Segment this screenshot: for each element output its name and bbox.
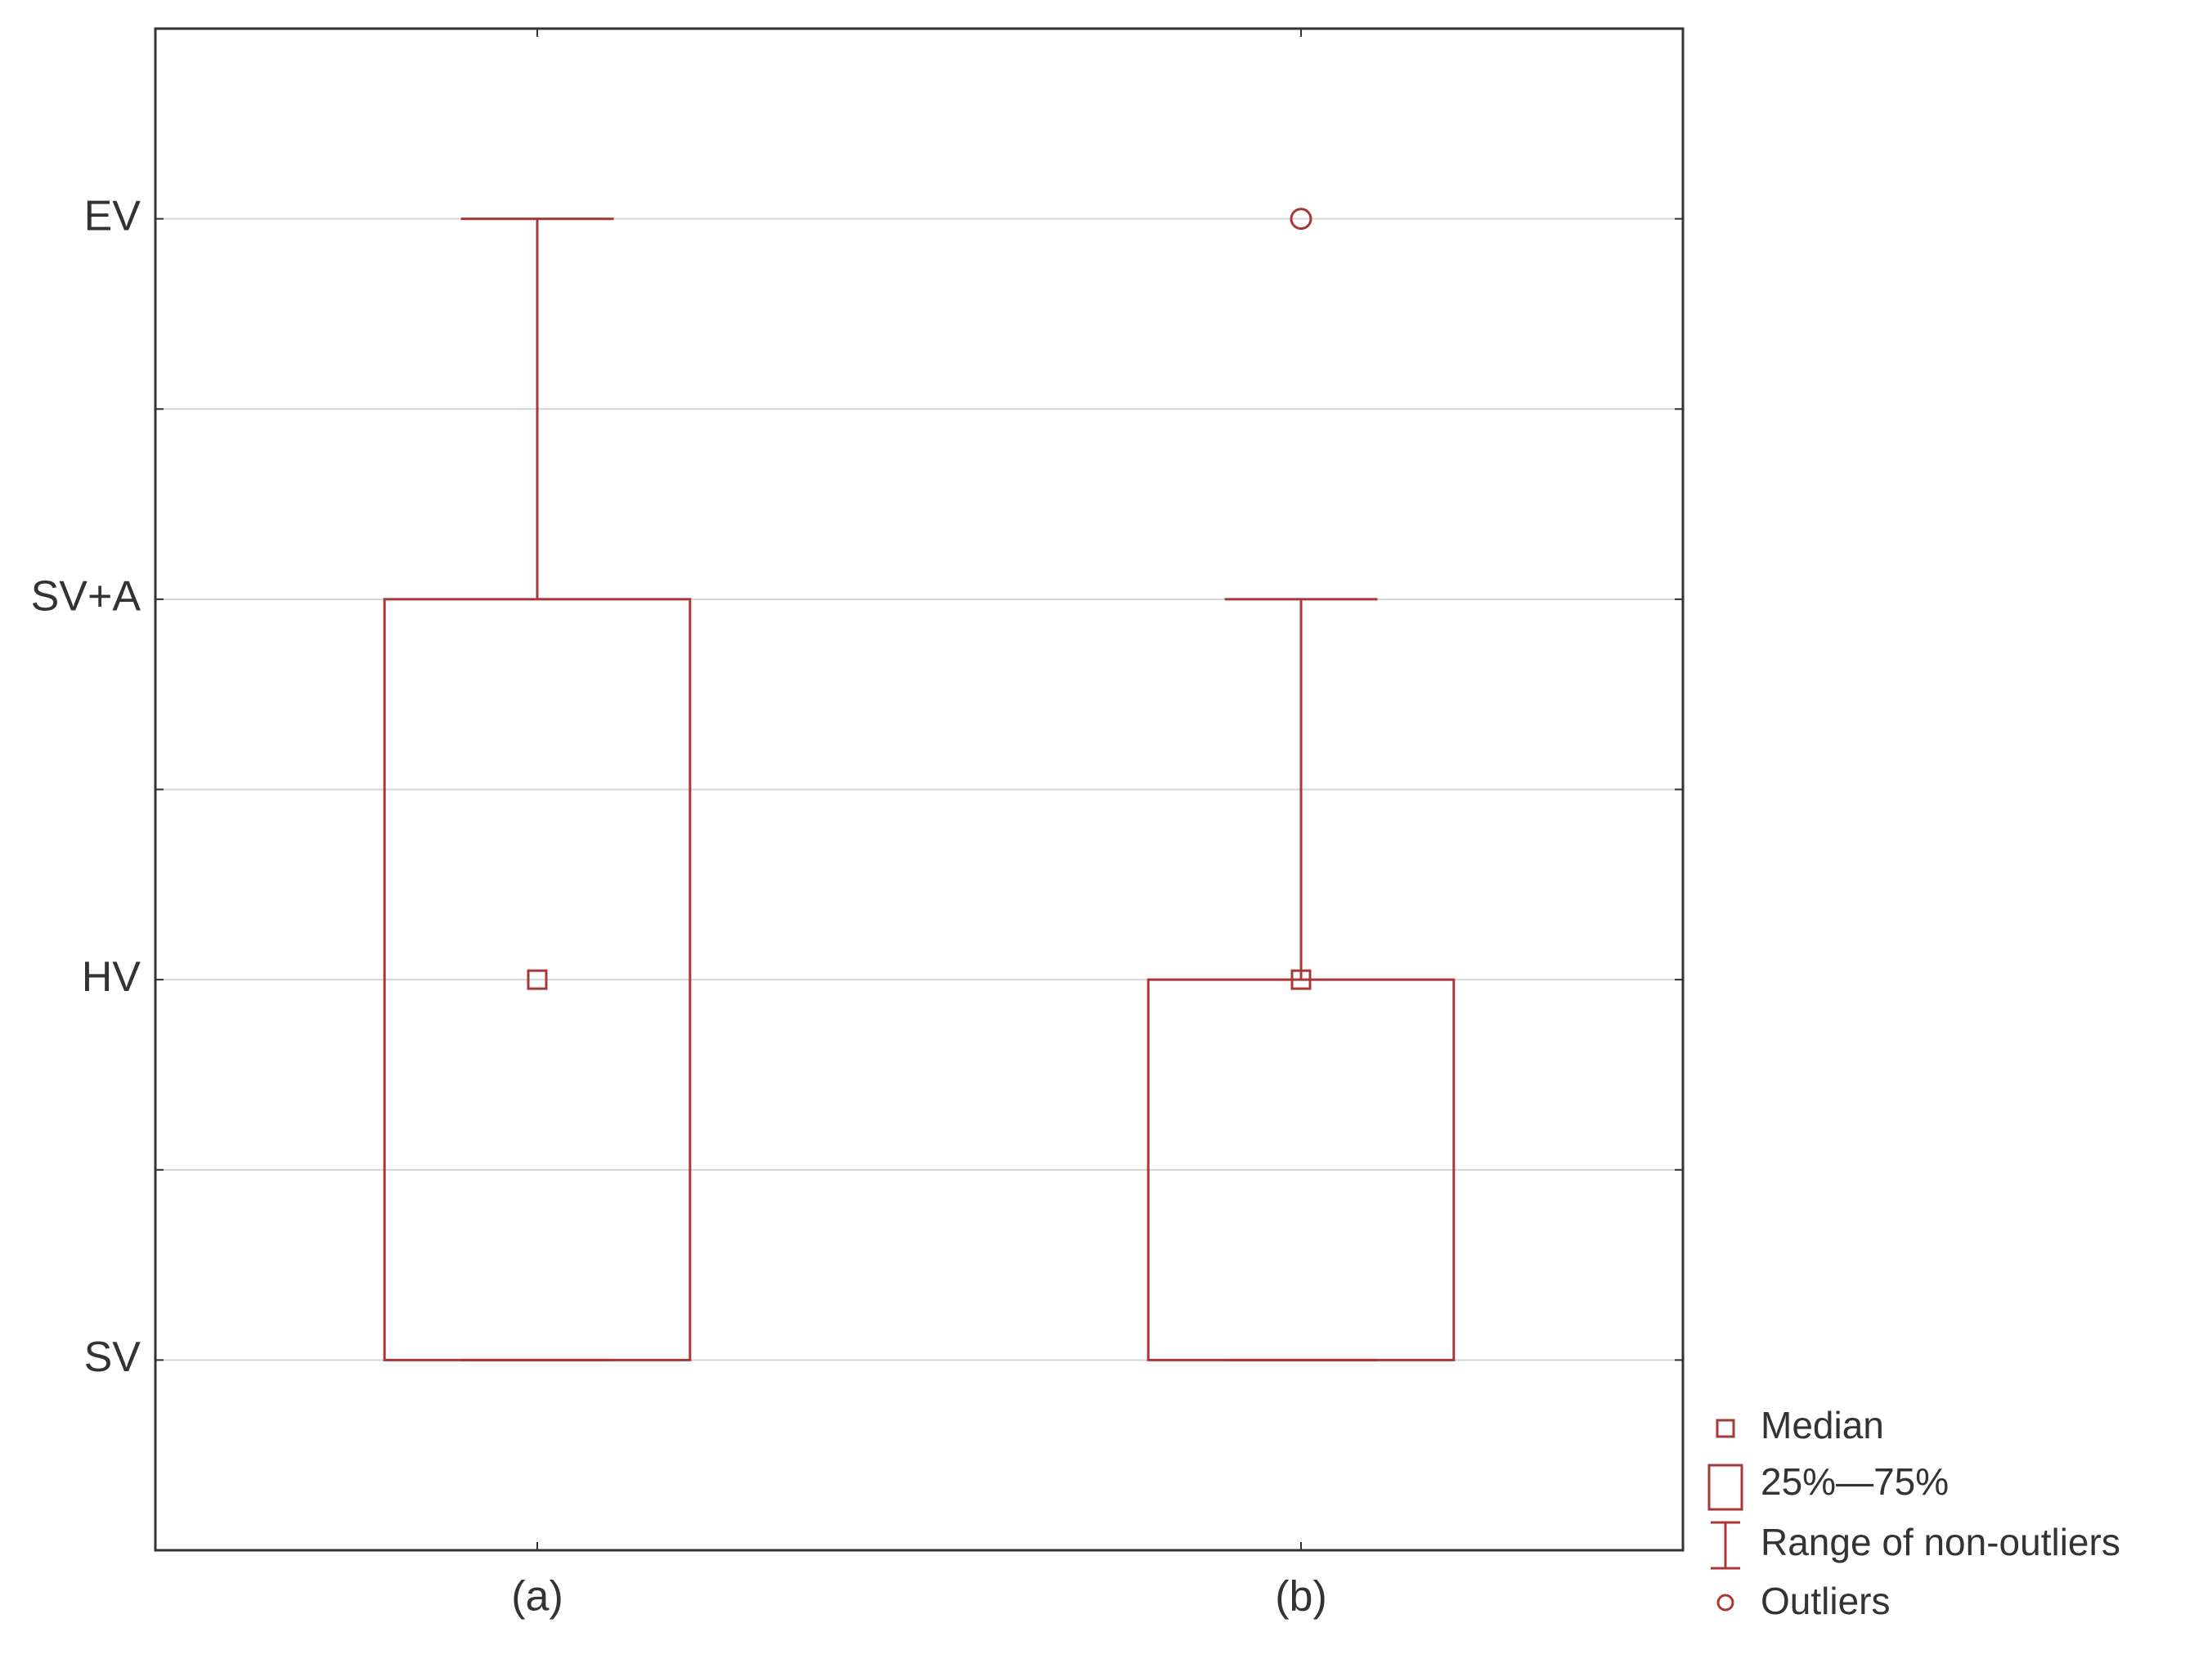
legend-icon: [1716, 1419, 1735, 1438]
y-tick-label: EV: [84, 192, 141, 240]
legend-icon: [1707, 1464, 1743, 1511]
x-tick-label: (b): [1275, 1573, 1327, 1621]
legend-label: Outliers: [1761, 1580, 1890, 1622]
legend-label: 25%—75%: [1761, 1460, 1949, 1503]
box: [383, 598, 692, 1361]
y-tick-label: HV: [82, 953, 141, 1001]
median: [527, 969, 548, 990]
outlier: [1290, 208, 1312, 231]
y-tick-label: SV: [84, 1334, 141, 1381]
box: [1146, 978, 1456, 1361]
median: [1290, 969, 1312, 990]
x-tick-label: (a): [511, 1573, 563, 1621]
legend-label: Median: [1761, 1404, 1884, 1446]
plot-frame: [154, 27, 1685, 1552]
y-tick-label: SV+A: [31, 573, 141, 621]
legend-icon: [1716, 1594, 1734, 1612]
legend-label: Range of non-outliers: [1761, 1521, 2120, 1563]
